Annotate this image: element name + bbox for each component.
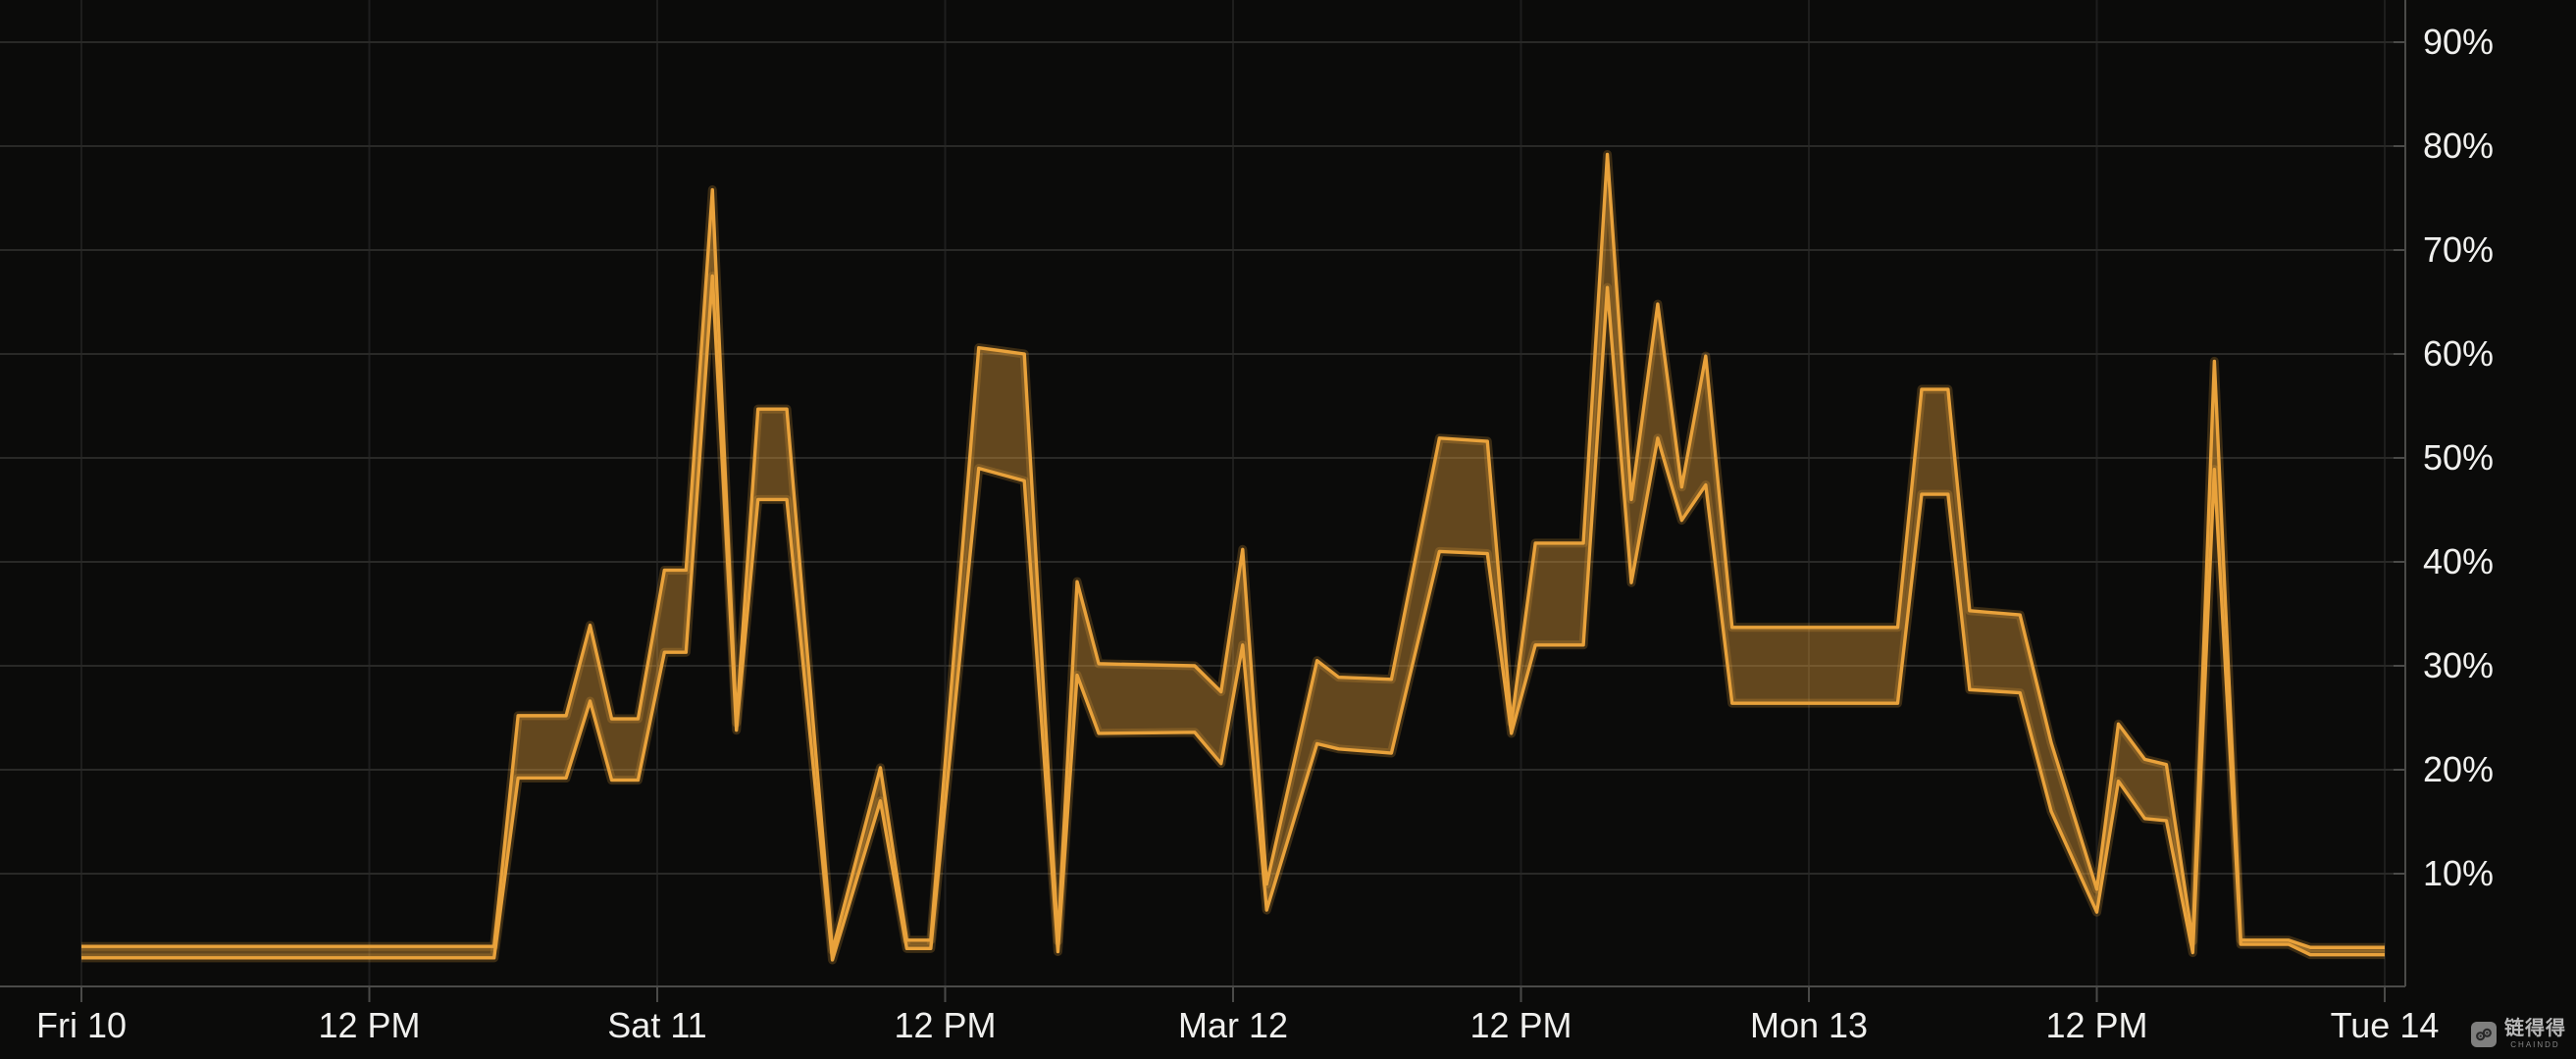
y-axis-label: 10%	[2423, 853, 2494, 893]
watermark: 链得得 CHAINDD	[2471, 1019, 2566, 1049]
watermark-subtext: CHAINDD	[2510, 1040, 2560, 1049]
x-axis-label: 12 PM	[1469, 1005, 1571, 1045]
lower-bound-line	[81, 274, 2385, 962]
watermark-text: 链得得	[2504, 1018, 2566, 1039]
y-axis-label: 20%	[2423, 749, 2494, 789]
chain-link-icon	[2471, 1021, 2497, 1047]
x-axis-label: Fri 10	[36, 1005, 127, 1045]
y-axis-label: 80%	[2423, 126, 2494, 166]
y-axis: 10% 20% 30% 40% 50% 60% 70% 80% 90%	[2394, 22, 2494, 893]
vertical-gridlines	[80, 0, 2386, 986]
y-axis-label: 70%	[2423, 229, 2494, 270]
x-axis-label: Mon 13	[1750, 1005, 1868, 1045]
x-axis: Fri 10 12 PM Sat 11 12 PM Mar 12 12 PM Mon 13 1…	[36, 986, 2439, 1045]
horizontal-gridlines	[0, 41, 2405, 875]
x-axis-label: 12 PM	[2045, 1005, 2147, 1045]
y-axis-label: 90%	[2423, 22, 2494, 62]
y-axis-label: 40%	[2423, 541, 2494, 581]
y-axis-label: 30%	[2423, 645, 2494, 685]
x-axis-label: 12 PM	[318, 1005, 420, 1045]
x-axis-label: Tue 14	[2331, 1005, 2440, 1045]
x-axis-label: 12 PM	[894, 1005, 996, 1045]
y-axis-label: 60%	[2423, 333, 2494, 374]
x-axis-label: Mar 12	[1178, 1005, 1288, 1045]
upper-bound-line	[81, 152, 2385, 953]
y-axis-label: 50%	[2423, 437, 2494, 478]
x-axis-label: Sat 11	[607, 1005, 706, 1045]
